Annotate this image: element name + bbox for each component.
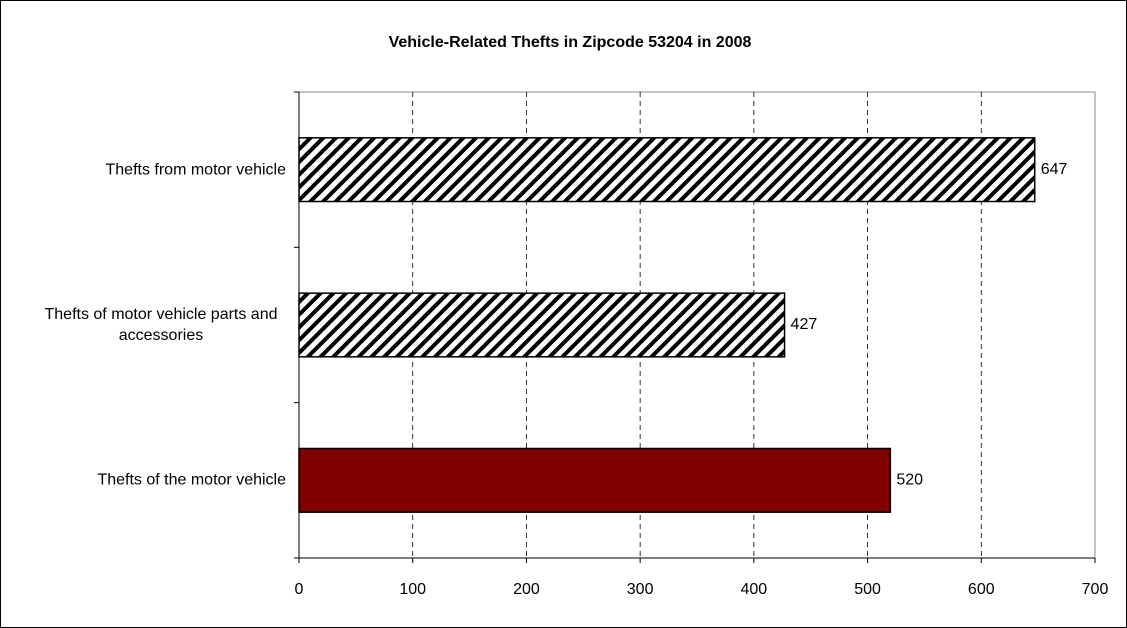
y-tick-label: Thefts from motor vehicle [105, 161, 287, 179]
bar [298, 137, 1036, 203]
bar [298, 292, 786, 358]
x-tick-label: 500 [854, 581, 881, 598]
value-label: 520 [896, 472, 923, 489]
x-tick-label: 400 [741, 581, 768, 598]
y-tick-label: Thefts of motor vehicle parts and access… [44, 306, 278, 344]
x-tick-label: 300 [627, 581, 654, 598]
x-tick-label: 0 [295, 581, 304, 598]
x-tick-label: 700 [1082, 581, 1109, 598]
value-label: 647 [1041, 161, 1068, 178]
x-tick-label: 200 [513, 581, 540, 598]
bar [298, 447, 892, 513]
chart-title: Vehicle-Related Thefts in Zipcode 53204 … [389, 34, 752, 51]
y-tick-label: Thefts of the motor vehicle [97, 471, 286, 489]
x-tick-label: 100 [399, 581, 426, 598]
value-label: 427 [791, 316, 818, 333]
x-tick-label: 600 [968, 581, 995, 598]
